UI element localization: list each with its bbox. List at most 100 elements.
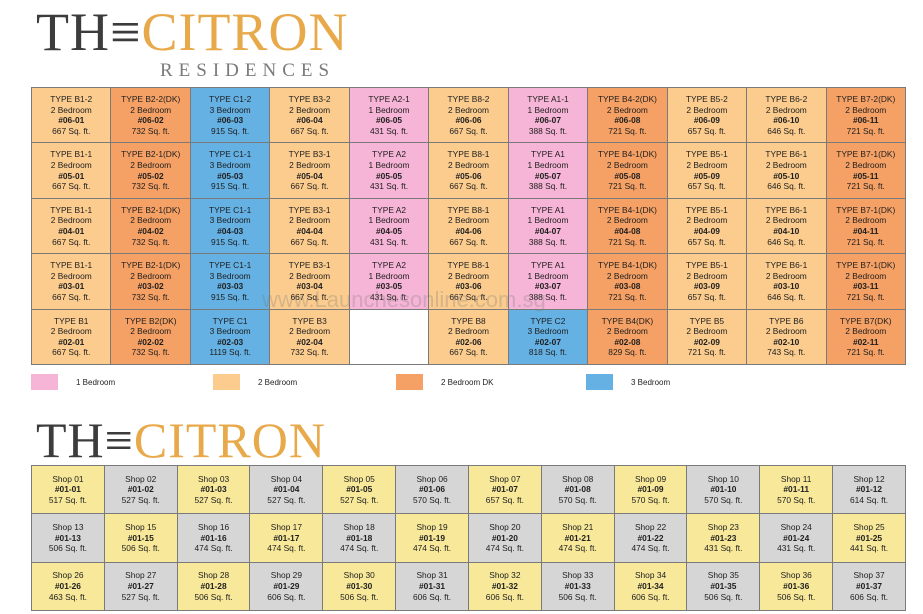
unit-number: #05-07 — [534, 170, 561, 181]
unit-size: 667 Sq. ft. — [449, 347, 488, 358]
unit-type: TYPE B3-1 — [288, 204, 331, 215]
unit-cell: TYPE B5-1 2 Bedroom #03-09 657 Sq. ft. — [666, 253, 748, 310]
shop-unit-number: #01-20 — [491, 532, 518, 543]
bedroom-count: 2 Bedroom — [686, 270, 728, 281]
shop-name: Shop 02 — [125, 473, 157, 484]
shop-cell: Shop 01 #01-01 517 Sq. ft. — [31, 464, 105, 515]
shop-cell: Shop 33 #01-33 506 Sq. ft. — [540, 561, 615, 612]
shop-cell: Shop 36 #01-36 506 Sq. ft. — [759, 561, 834, 612]
shop-size: 506 Sq. ft. — [558, 591, 597, 602]
unit-type: TYPE B4(DK) — [601, 315, 654, 326]
unit-size: 818 Sq. ft. — [528, 347, 568, 358]
bedroom-count: 2 Bedroom — [765, 159, 807, 170]
bedroom-count: 2 Bedroom — [289, 326, 331, 337]
unit-type: TYPE B8-1 — [447, 149, 490, 160]
unit-number: #06-05 — [376, 115, 403, 126]
unit-size: 743 Sq. ft. — [767, 347, 806, 358]
unit-size: 667 Sq. ft. — [290, 181, 329, 192]
unit-cell: TYPE A1 1 Bedroom #04-07 388 Sq. ft. — [507, 197, 589, 255]
unit-type: TYPE B2(DK) — [124, 315, 177, 326]
bedroom-count: 2 Bedroom — [606, 215, 648, 226]
shop-unit-number: #01-29 — [273, 581, 300, 592]
shop-unit-number: #01-33 — [564, 581, 591, 592]
unit-cell: TYPE B6-2 2 Bedroom #06-10 646 Sq. ft. — [746, 86, 827, 144]
shop-name: Shop 22 — [634, 522, 667, 533]
shop-size: 570 Sq. ft. — [704, 494, 743, 505]
unit-number: #04-07 — [534, 225, 561, 236]
shop-cell: Shop 03 #01-03 527 Sq. ft. — [176, 464, 251, 515]
shop-cell: Shop 30 #01-30 506 Sq. ft. — [322, 561, 397, 612]
shop-unit-number: #01-24 — [783, 532, 810, 543]
unit-size: 388 Sq. ft. — [528, 181, 568, 192]
bedroom-count: 3 Bedroom — [527, 326, 569, 337]
unit-type: TYPE B1-1 — [50, 204, 93, 215]
unit-size: 646 Sq. ft. — [767, 125, 806, 136]
unit-cell: TYPE A2 1 Bedroom #03-05 431 Sq. ft. — [348, 253, 430, 310]
unit-size: 721 Sq. ft. — [608, 125, 647, 136]
shop-unit-number: #01-36 — [783, 581, 810, 592]
unit-row: TYPE B1-1 2 Bedroom #05-01 667 Sq. ft. TYPE … — [30, 142, 907, 199]
bedroom-count: 2 Bedroom — [50, 326, 92, 337]
unit-type: TYPE B2-1(DK) — [121, 204, 181, 215]
unit-cell: TYPE B1 2 Bedroom #02-01 667 Sq. ft. — [30, 308, 112, 366]
bedroom-count: 2 Bedroom — [845, 104, 887, 115]
shop-row: Shop 01 #01-01 517 Sq. ft. Shop 02 #01-02 527… — [31, 464, 906, 515]
unit-size: 431 Sq. ft. — [369, 236, 409, 247]
shop-size: 474 Sq. ft. — [267, 543, 306, 554]
unit-number: #05-10 — [773, 170, 800, 181]
unit-type: TYPE B8-1 — [447, 204, 490, 215]
shop-name: Shop 11 — [780, 473, 812, 484]
shop-cell: Shop 20 #01-20 474 Sq. ft. — [467, 513, 542, 563]
shop-unit-number: #01-25 — [856, 532, 883, 543]
shop-cell: Shop 12 #01-12 614 Sq. ft. — [832, 464, 906, 515]
shop-cell: Shop 17 #01-17 474 Sq. ft. — [249, 513, 324, 563]
unit-row: TYPE B1-2 2 Bedroom #06-01 667 Sq. ft. TYPE … — [30, 86, 907, 144]
legend-swatch — [396, 374, 423, 390]
unit-size: 732 Sq. ft. — [131, 236, 170, 247]
unit-size: 732 Sq. ft. — [131, 347, 170, 358]
bedroom-count: 2 Bedroom — [50, 215, 92, 226]
bedroom-count: 2 Bedroom — [686, 104, 728, 115]
unit-type: TYPE A1 — [530, 260, 565, 271]
unit-size: 732 Sq. ft. — [131, 125, 170, 136]
unit-number: #05-09 — [693, 170, 720, 181]
shop-cell: Shop 13 #01-13 506 Sq. ft. — [31, 513, 105, 563]
unit-type: TYPE B4-1(DK) — [597, 260, 657, 271]
unit-size: 721 Sq. ft. — [846, 347, 885, 358]
bedroom-count: 1 Bedroom — [368, 104, 410, 115]
shop-cell: Shop 08 #01-08 570 Sq. ft. — [540, 464, 615, 515]
shop-size: 527 Sq. ft. — [340, 494, 379, 505]
shop-size: 527 Sq. ft. — [121, 494, 160, 505]
shop-size: 474 Sq. ft. — [558, 543, 597, 554]
shop-cell: Shop 09 #01-09 570 Sq. ft. — [613, 464, 688, 515]
unit-number: #02-08 — [614, 336, 641, 347]
bedroom-count: 1 Bedroom — [527, 104, 569, 115]
shop-size: 506 Sq. ft. — [48, 543, 87, 554]
bedroom-count: 2 Bedroom — [50, 159, 92, 170]
logo-citron: CITRON — [133, 412, 326, 468]
unit-size: 667 Sq. ft. — [290, 291, 329, 302]
shop-name: Shop 28 — [197, 570, 230, 581]
unit-type: TYPE C1 — [212, 315, 248, 326]
bedroom-count: 2 Bedroom — [50, 270, 92, 281]
shop-unit-number: #01-11 — [783, 484, 809, 495]
unit-cell: TYPE B6-1 2 Bedroom #03-10 646 Sq. ft. — [746, 253, 827, 310]
bedroom-count: 1 Bedroom — [368, 159, 410, 170]
shop-size: 474 Sq. ft. — [340, 543, 379, 554]
legend-swatch — [31, 374, 58, 390]
legend-item-1-bedroom: 1 Bedroom — [31, 374, 115, 390]
shop-unit-number: #01-12 — [856, 484, 883, 495]
unit-number: #06-11 — [852, 115, 879, 126]
shop-size: 506 Sq. ft. — [777, 591, 816, 602]
unit-number: #04-05 — [376, 225, 403, 236]
shop-cell: Shop 27 #01-27 527 Sq. ft. — [103, 561, 178, 612]
unit-number: #02-07 — [534, 336, 561, 347]
unit-size: 732 Sq. ft. — [131, 291, 170, 302]
legend-label: 2 Bedroom — [258, 377, 298, 387]
unit-cell: TYPE A2 1 Bedroom #04-05 431 Sq. ft. — [348, 197, 430, 255]
unit-row: TYPE B1 2 Bedroom #02-01 667 Sq. ft. TYPE B2… — [30, 308, 907, 366]
unit-cell: TYPE B1-2 2 Bedroom #06-01 667 Sq. ft. — [30, 86, 112, 144]
shop-size: 474 Sq. ft. — [631, 543, 670, 554]
shop-name: Shop 27 — [125, 570, 157, 581]
shop-name: Shop 12 — [853, 473, 885, 484]
